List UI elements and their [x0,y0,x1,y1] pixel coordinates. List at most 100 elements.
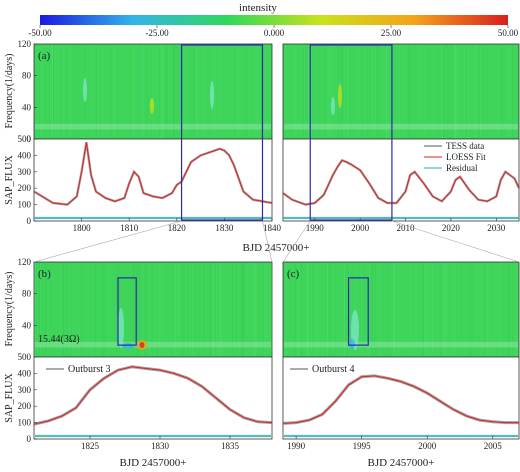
y-tick-label: 100 [18,418,32,428]
heatmap-feature [118,308,124,348]
panel-a-heatmap [33,43,520,140]
legend-c: Outburst 4 [290,364,355,375]
zoom-connector [282,220,311,263]
legend-residual: Residual [446,163,478,173]
heatmap-feature [122,343,134,349]
panel-b-annotation: 15.44(3Ω) [38,334,80,345]
legend-outburst4: Outburst 4 [312,364,355,375]
x-tick-label: 1995 [353,441,372,451]
y-tick-label: 100 [18,200,32,210]
y-tick-label: 120 [18,39,32,49]
x-tick-label: 1825 [81,441,100,451]
heatmap-low-band [284,123,518,130]
x-tick-label: 1800 [73,223,92,233]
legend-loess: LOESS Fit [446,152,486,162]
heatmap-low-band [284,341,518,348]
xlabel-bjd-top: BJD 2457000+ [242,242,309,254]
series-loess-fit [33,142,273,206]
y-tick-label: 400 [18,368,32,378]
x-tick-label: 2000 [418,441,437,451]
heatmap-feature [150,98,154,114]
xlabel-bjd-b: BJD 2457000+ [119,457,186,469]
y-tick-label: 300 [18,385,32,395]
heatmap-low-band [35,341,271,348]
panel-a-label: (a) [38,50,51,62]
ylabel-frequency-b: Frequency(1/days) [4,272,15,347]
highlight-box-zoom [347,277,369,346]
y-tick-label: 500 [18,352,32,362]
zoom-connector [33,220,182,263]
highlight-box-a [180,44,264,221]
colorbar [40,15,508,25]
panel-a-flux [33,142,520,220]
x-tick-label: 2010 [397,223,416,233]
x-tick-label: 1830 [151,441,170,451]
series-outburst-fit [282,375,519,424]
y-tick-label: 200 [18,183,32,193]
y-tick-label: 300 [18,167,32,177]
heatmap-feature [83,78,87,102]
y-tick-label: 40 [22,102,32,112]
legend-tess: TESS data [446,141,484,151]
y-tick-label: 200 [18,401,32,411]
series-outburst-fit [33,366,273,425]
x-tick-label: 1820 [168,223,187,233]
panel-b-label: (b) [38,268,51,280]
y-tick-label: 0 [27,434,32,444]
y-tick-label: 400 [18,150,32,160]
colorbar-title: intensity [239,2,277,14]
panel-c-label: (c) [287,268,300,280]
y-tick-label: 500 [18,134,32,144]
ylabel-flux-a: SAP_FLUX [4,154,15,204]
colorbar-tick-label: 25.00 [381,28,402,38]
x-tick-label: 2000 [351,223,370,233]
ylabel-frequency-a: Frequency(1/days) [4,54,15,129]
y-tick-label: 80 [22,289,32,299]
flux-a-right-frame [282,138,520,222]
heatmap-a-right [282,43,520,140]
colorbar-tick-label: -50.00 [28,28,52,38]
heatmap-a-left [33,43,273,140]
colorbar-tick-label: 50.00 [498,28,519,38]
xlabel-bjd-c: BJD 2457000+ [367,457,434,469]
colorbar-tick-label: 0.000 [264,28,285,38]
legend-outburst3: Outburst 3 [68,364,111,375]
highlight-box-zoom [117,277,137,346]
x-tick-label: 1990 [287,441,306,451]
y-tick-label: 80 [22,71,32,81]
highlight-box-a [309,44,393,221]
heatmap-feature [210,81,214,109]
zoom-connector [391,220,520,263]
heatmap-feature [139,342,145,348]
colorbar-ticks: -50.00 -25.00 0.000 25.00 50.00 [28,25,519,38]
heatmap-b [33,261,273,358]
legend-b: Outburst 3 [46,364,111,375]
flux-a-left-frame [33,138,273,222]
x-tick-label: 1810 [120,223,139,233]
highlight-boxes [33,44,520,346]
y-tick-label: 0 [27,134,32,144]
x-tick-label: 2020 [442,223,461,233]
x-tick-label: 2030 [487,223,506,233]
heatmap-c [282,261,520,358]
flux-c-frame [282,356,520,440]
y-tick-label: 120 [18,257,32,267]
panel-bc-flux [33,365,519,438]
zoom-connector [262,220,273,263]
series-loess-fit [282,159,520,206]
heatmap-low-band [35,123,271,130]
legend-a: TESS data LOESS Fit Residual [424,141,486,173]
colorbar-tick-label: -25.00 [145,28,169,38]
x-tick-label: 1840 [263,223,282,233]
x-tick-label: 2005 [484,441,503,451]
ylabel-flux-b: SAP_FLUX [4,372,15,422]
y-tick-label: 0 [27,216,32,226]
heatmap-feature [331,97,335,115]
x-tick-label: 1835 [221,441,240,451]
panel-bc-heatmaps [33,263,519,356]
heatmap-feature [338,84,342,108]
x-tick-label: 1990 [306,223,325,233]
x-tick-label: 1830 [215,223,234,233]
heatmap-feature [349,339,355,349]
